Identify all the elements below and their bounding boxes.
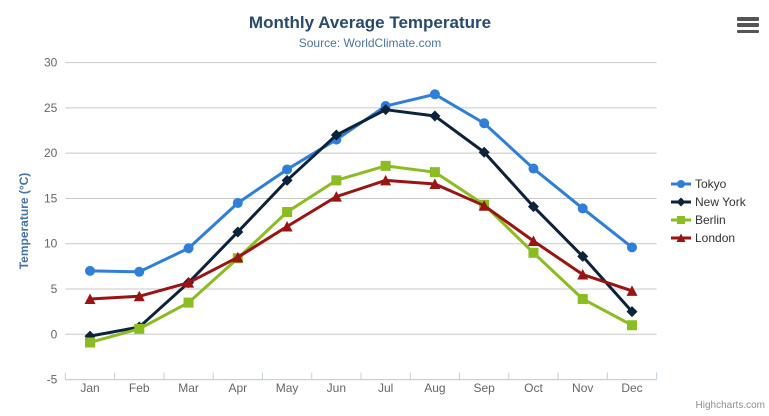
data-point-marker[interactable] — [479, 118, 490, 129]
x-axis-label: May — [276, 381, 299, 395]
data-point-marker[interactable] — [183, 243, 194, 254]
data-point-marker[interactable] — [281, 221, 293, 232]
data-point-marker[interactable] — [577, 203, 588, 214]
series-new-york — [84, 104, 638, 342]
data-point-marker[interactable] — [528, 247, 539, 258]
data-point-marker[interactable] — [134, 266, 145, 277]
circle-marker-icon — [671, 180, 691, 188]
x-axis-label: Jun — [327, 381, 346, 395]
chart-title: Monthly Average Temperature — [248, 13, 492, 32]
y-axis-label: 5 — [51, 282, 58, 296]
x-axis-label: Jul — [378, 381, 393, 395]
data-point-marker[interactable] — [183, 277, 195, 288]
data-point-marker[interactable] — [577, 250, 589, 262]
y-axis-label: 25 — [44, 101, 58, 115]
y-axis-label: 20 — [44, 146, 58, 160]
data-point-marker[interactable] — [577, 269, 589, 280]
data-point-marker[interactable] — [626, 306, 638, 318]
x-axis-label: Feb — [129, 381, 150, 395]
data-point-marker[interactable] — [330, 191, 342, 202]
series-line-berlin — [88, 164, 634, 344]
data-point-marker[interactable] — [527, 201, 539, 213]
x-axis-label: Apr — [228, 381, 247, 395]
data-point-marker[interactable] — [626, 242, 637, 253]
data-point-marker[interactable] — [429, 178, 441, 189]
chart-legend: Tokyo New York Berlin London — [671, 175, 746, 247]
data-point-marker[interactable] — [232, 226, 244, 238]
x-axis-label: Sep — [474, 381, 496, 395]
y-axis-title: Temperature (°C) — [17, 173, 31, 270]
data-point-marker[interactable] — [380, 174, 392, 186]
data-point-marker[interactable] — [528, 163, 539, 174]
data-point-marker[interactable] — [183, 297, 194, 308]
legend-item-london[interactable]: London — [671, 229, 746, 247]
hamburger-menu-icon[interactable] — [737, 17, 759, 33]
triangle-marker-icon — [671, 233, 691, 243]
legend-item-new-york[interactable]: New York — [671, 193, 746, 211]
data-point-marker[interactable] — [282, 207, 293, 218]
data-point-marker[interactable] — [626, 285, 638, 296]
series-tokyo — [85, 89, 637, 277]
series-berlin — [85, 160, 637, 348]
data-point-marker[interactable] — [232, 197, 243, 208]
x-axis-label: Mar — [178, 381, 199, 395]
data-point-marker[interactable] — [134, 323, 145, 334]
data-point-marker[interactable] — [478, 200, 490, 211]
data-point-marker[interactable] — [133, 290, 145, 302]
credits-link[interactable]: Highcharts.com — [695, 400, 765, 411]
data-point-marker[interactable] — [676, 197, 686, 207]
series-london — [84, 174, 638, 304]
data-point-marker[interactable] — [577, 293, 588, 304]
data-point-marker[interactable] — [429, 167, 440, 178]
data-point-marker[interactable] — [429, 110, 441, 122]
x-axis-label: Jan — [80, 381, 99, 395]
legend-item-berlin[interactable]: Berlin — [671, 211, 746, 229]
data-point-marker[interactable] — [429, 89, 440, 100]
data-point-marker[interactable] — [84, 293, 96, 304]
data-point-marker[interactable] — [478, 146, 490, 158]
legend-label: New York — [695, 195, 746, 209]
chart-subtitle: Source: WorldClimate.com — [298, 36, 442, 50]
data-point-marker[interactable] — [85, 337, 95, 348]
data-point-marker[interactable] — [232, 251, 244, 263]
square-marker-icon — [671, 216, 691, 224]
data-point-marker[interactable] — [282, 164, 293, 175]
y-axis-label: 0 — [51, 327, 58, 341]
x-axis-label: Oct — [524, 381, 543, 395]
x-axis-label: Aug — [424, 381, 445, 395]
data-point-marker[interactable] — [281, 174, 293, 186]
data-point-marker[interactable] — [380, 160, 391, 171]
y-axis-label: -5 — [47, 373, 58, 387]
data-point-marker[interactable] — [677, 180, 685, 188]
data-point-marker[interactable] — [331, 175, 342, 186]
diamond-marker-icon — [671, 197, 691, 207]
y-axis-label: 30 — [44, 56, 58, 70]
y-axis-label: 15 — [44, 191, 58, 205]
data-point-marker[interactable] — [85, 265, 95, 276]
legend-item-tokyo[interactable]: Tokyo — [671, 175, 746, 193]
data-point-marker[interactable] — [330, 129, 342, 141]
legend-label: Berlin — [695, 213, 726, 227]
legend-label: Tokyo — [695, 177, 727, 191]
y-axis-label: 10 — [44, 237, 58, 251]
data-point-marker[interactable] — [626, 320, 637, 331]
data-point-marker[interactable] — [380, 104, 392, 116]
legend-label: London — [695, 231, 736, 245]
x-axis-label: Dec — [621, 381, 642, 395]
series-line-new-york — [88, 108, 634, 338]
data-point-marker[interactable] — [676, 233, 686, 243]
x-axis-label: Nov — [572, 381, 593, 395]
series-line-london — [88, 178, 634, 301]
data-point-marker[interactable] — [527, 235, 539, 247]
data-point-marker[interactable] — [677, 216, 685, 224]
